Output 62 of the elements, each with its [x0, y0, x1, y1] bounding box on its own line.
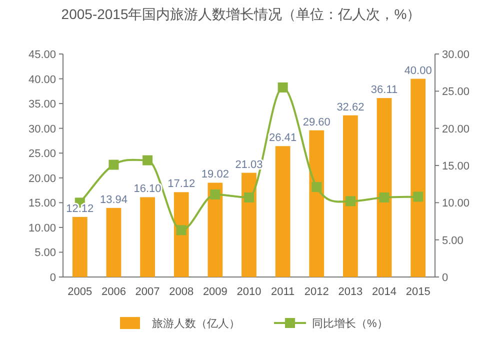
data-label: 19.02	[201, 168, 229, 181]
y-tick-label: 0	[50, 272, 56, 284]
data-label: 40.00	[404, 64, 432, 77]
data-label: 32.62	[336, 101, 364, 114]
point	[108, 160, 119, 170]
y2-tick-label: 10.00	[442, 198, 470, 210]
y2-tick-label: 15.00	[442, 160, 470, 172]
y-tick-label: 35.00	[28, 98, 56, 111]
y-tick-label: 15.00	[28, 198, 56, 210]
data-label: 13.94	[100, 194, 128, 206]
x-tick-label: 2010	[236, 286, 262, 298]
y-tick-label: 20.00	[28, 172, 56, 185]
data-label: 12.12	[66, 202, 94, 215]
data-label: 36.11	[370, 84, 398, 96]
point	[278, 82, 288, 92]
bar	[208, 182, 223, 277]
legend-label: 旅游人数（亿人）	[152, 317, 240, 330]
point	[142, 155, 153, 166]
x-tick-label: 2005	[68, 286, 92, 298]
bar	[343, 115, 358, 277]
bar	[106, 208, 122, 277]
bar	[376, 98, 392, 277]
data-label: 29.60	[302, 116, 330, 128]
bar	[174, 192, 189, 277]
y-tick-label: 10.00	[28, 222, 56, 234]
y-tick-label: 5.00	[34, 247, 56, 260]
y-tick-label: 40.00	[28, 74, 56, 86]
legend-label: 同比增长（%）	[312, 317, 388, 330]
data-label: 17.12	[168, 178, 196, 190]
bar	[242, 172, 256, 277]
point	[379, 192, 390, 202]
x-tick-label: 2011	[270, 286, 295, 298]
y2-tick-label: 25.00	[442, 86, 470, 98]
x-tick-label: 2012	[304, 286, 329, 298]
x-tick-label: 2015	[406, 286, 430, 298]
bar	[275, 146, 290, 277]
x-tick-label: 2007	[135, 286, 160, 298]
bar	[410, 78, 426, 277]
y2-tick-label: 5.00	[442, 234, 464, 247]
x-tick-label: 2013	[338, 286, 363, 298]
bar	[72, 216, 88, 277]
point	[413, 192, 424, 202]
bar	[140, 197, 155, 277]
y-tick-label: 45.00	[28, 49, 56, 61]
point	[210, 189, 220, 200]
y2-tick-label: 30.00	[442, 49, 470, 61]
point	[345, 196, 356, 206]
y2-tick-label: 20.00	[442, 123, 470, 136]
point	[244, 192, 254, 202]
data-label: 16.10	[134, 183, 162, 196]
point	[312, 182, 322, 192]
y-tick-label: 25.00	[28, 148, 56, 160]
x-tick-label: 2009	[202, 286, 228, 298]
data-label: 26.41	[269, 132, 297, 144]
chart-title: 2005-2015年国内旅游人数增长情况（单位：亿人次，%）	[61, 6, 421, 22]
y2-tick-label: 0	[442, 272, 448, 284]
x-tick-label: 2014	[372, 286, 397, 298]
bar	[309, 130, 324, 277]
point	[176, 225, 186, 236]
y-tick-label: 30.00	[28, 123, 56, 136]
x-tick-label: 2006	[101, 286, 126, 298]
x-tick-label: 2008	[169, 286, 194, 298]
